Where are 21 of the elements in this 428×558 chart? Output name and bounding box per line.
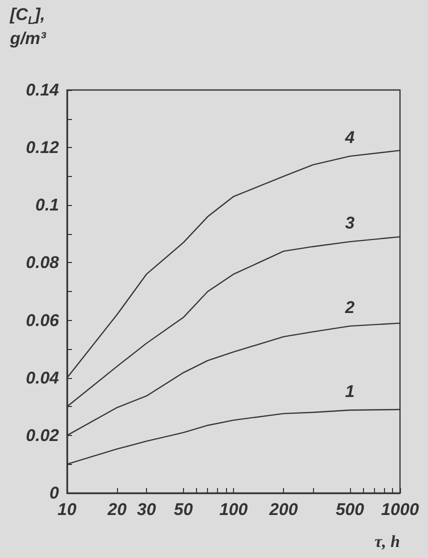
series-label: 4 bbox=[344, 128, 356, 148]
x-tick-label: 50 bbox=[174, 500, 194, 519]
y-tick-label: 0.08 bbox=[26, 253, 60, 272]
x-axis-title: τ, h bbox=[374, 532, 400, 551]
y-tick-label: 0.04 bbox=[26, 368, 60, 388]
y-tick-label: 0.1 bbox=[35, 196, 59, 215]
series-label: 1 bbox=[345, 382, 355, 402]
x-tick-label: 1000 bbox=[381, 500, 420, 519]
x-tick-label: 500 bbox=[336, 500, 365, 519]
y-tick-label: 0.02 bbox=[26, 426, 60, 445]
y-tick-label: 0.12 bbox=[26, 138, 60, 158]
y-tick-label: 0 bbox=[50, 484, 60, 502]
x-tick-label: 200 bbox=[268, 500, 298, 519]
x-tick-label: 100 bbox=[219, 500, 248, 519]
x-tick-label: 10 bbox=[58, 500, 77, 519]
x-tick-label: 30 bbox=[136, 500, 156, 519]
y-tick-label: 0.06 bbox=[26, 310, 60, 330]
x-tick-label: 20 bbox=[106, 500, 128, 519]
series-label: 2 bbox=[344, 298, 356, 318]
series-label: 3 bbox=[345, 214, 356, 233]
y-tick-label: 0.14 bbox=[26, 80, 60, 100]
